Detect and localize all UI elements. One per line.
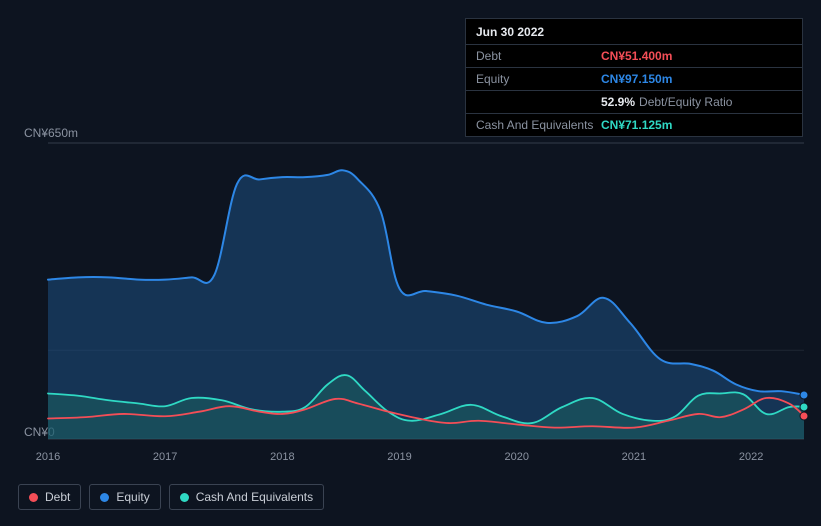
tooltip-row-label: Equity [476,72,601,86]
tooltip-row: 52.9%Debt/Equity Ratio [466,91,802,114]
x-axis-tick-label: 2021 [622,451,646,463]
cash-end-marker [800,402,809,411]
tooltip-row-label: Debt [476,49,601,63]
legend-item-equity[interactable]: Equity [89,484,160,510]
legend-item-cash-and-equivalents[interactable]: Cash And Equivalents [169,484,324,510]
x-axis-tick-label: 2017 [153,451,177,463]
x-axis-tick-label: 2018 [270,451,294,463]
legend-item-label: Equity [116,490,149,504]
x-axis-tick-label: 2016 [36,451,60,463]
legend-item-label: Cash And Equivalents [196,490,313,504]
tooltip-date: Jun 30 2022 [466,19,802,45]
legend-item-debt[interactable]: Debt [18,484,81,510]
legend-dot-icon [180,493,189,502]
legend-item-label: Debt [45,490,70,504]
tooltip-row-sublabel: Debt/Equity Ratio [639,95,732,109]
tooltip-row-label [476,95,601,109]
tooltip-row-label: Cash And Equivalents [476,118,601,132]
debt-end-marker [800,411,809,420]
chart-tooltip: Jun 30 2022 DebtCN¥51.400mEquityCN¥97.15… [465,18,803,137]
tooltip-row: Cash And EquivalentsCN¥71.125m [466,114,802,136]
tooltip-row-value: CN¥97.150m [601,72,672,86]
equity-area [48,170,804,439]
chart-legend: Debt Equity Cash And Equivalents [18,484,324,510]
tooltip-row: EquityCN¥97.150m [466,68,802,91]
tooltip-row-value: CN¥51.400m [601,49,672,63]
chart-container: Jun 30 2022 DebtCN¥51.400mEquityCN¥97.15… [0,0,821,526]
legend-dot-icon [100,493,109,502]
tooltip-row-value: 52.9%Debt/Equity Ratio [601,95,732,109]
legend-dot-icon [29,493,38,502]
x-axis-tick-label: 2020 [504,451,528,463]
x-axis-tick-label: 2022 [739,451,763,463]
tooltip-row-value: CN¥71.125m [601,118,672,132]
x-axis-tick-label: 2019 [387,451,411,463]
tooltip-row: DebtCN¥51.400m [466,45,802,68]
equity-end-marker [800,390,809,399]
